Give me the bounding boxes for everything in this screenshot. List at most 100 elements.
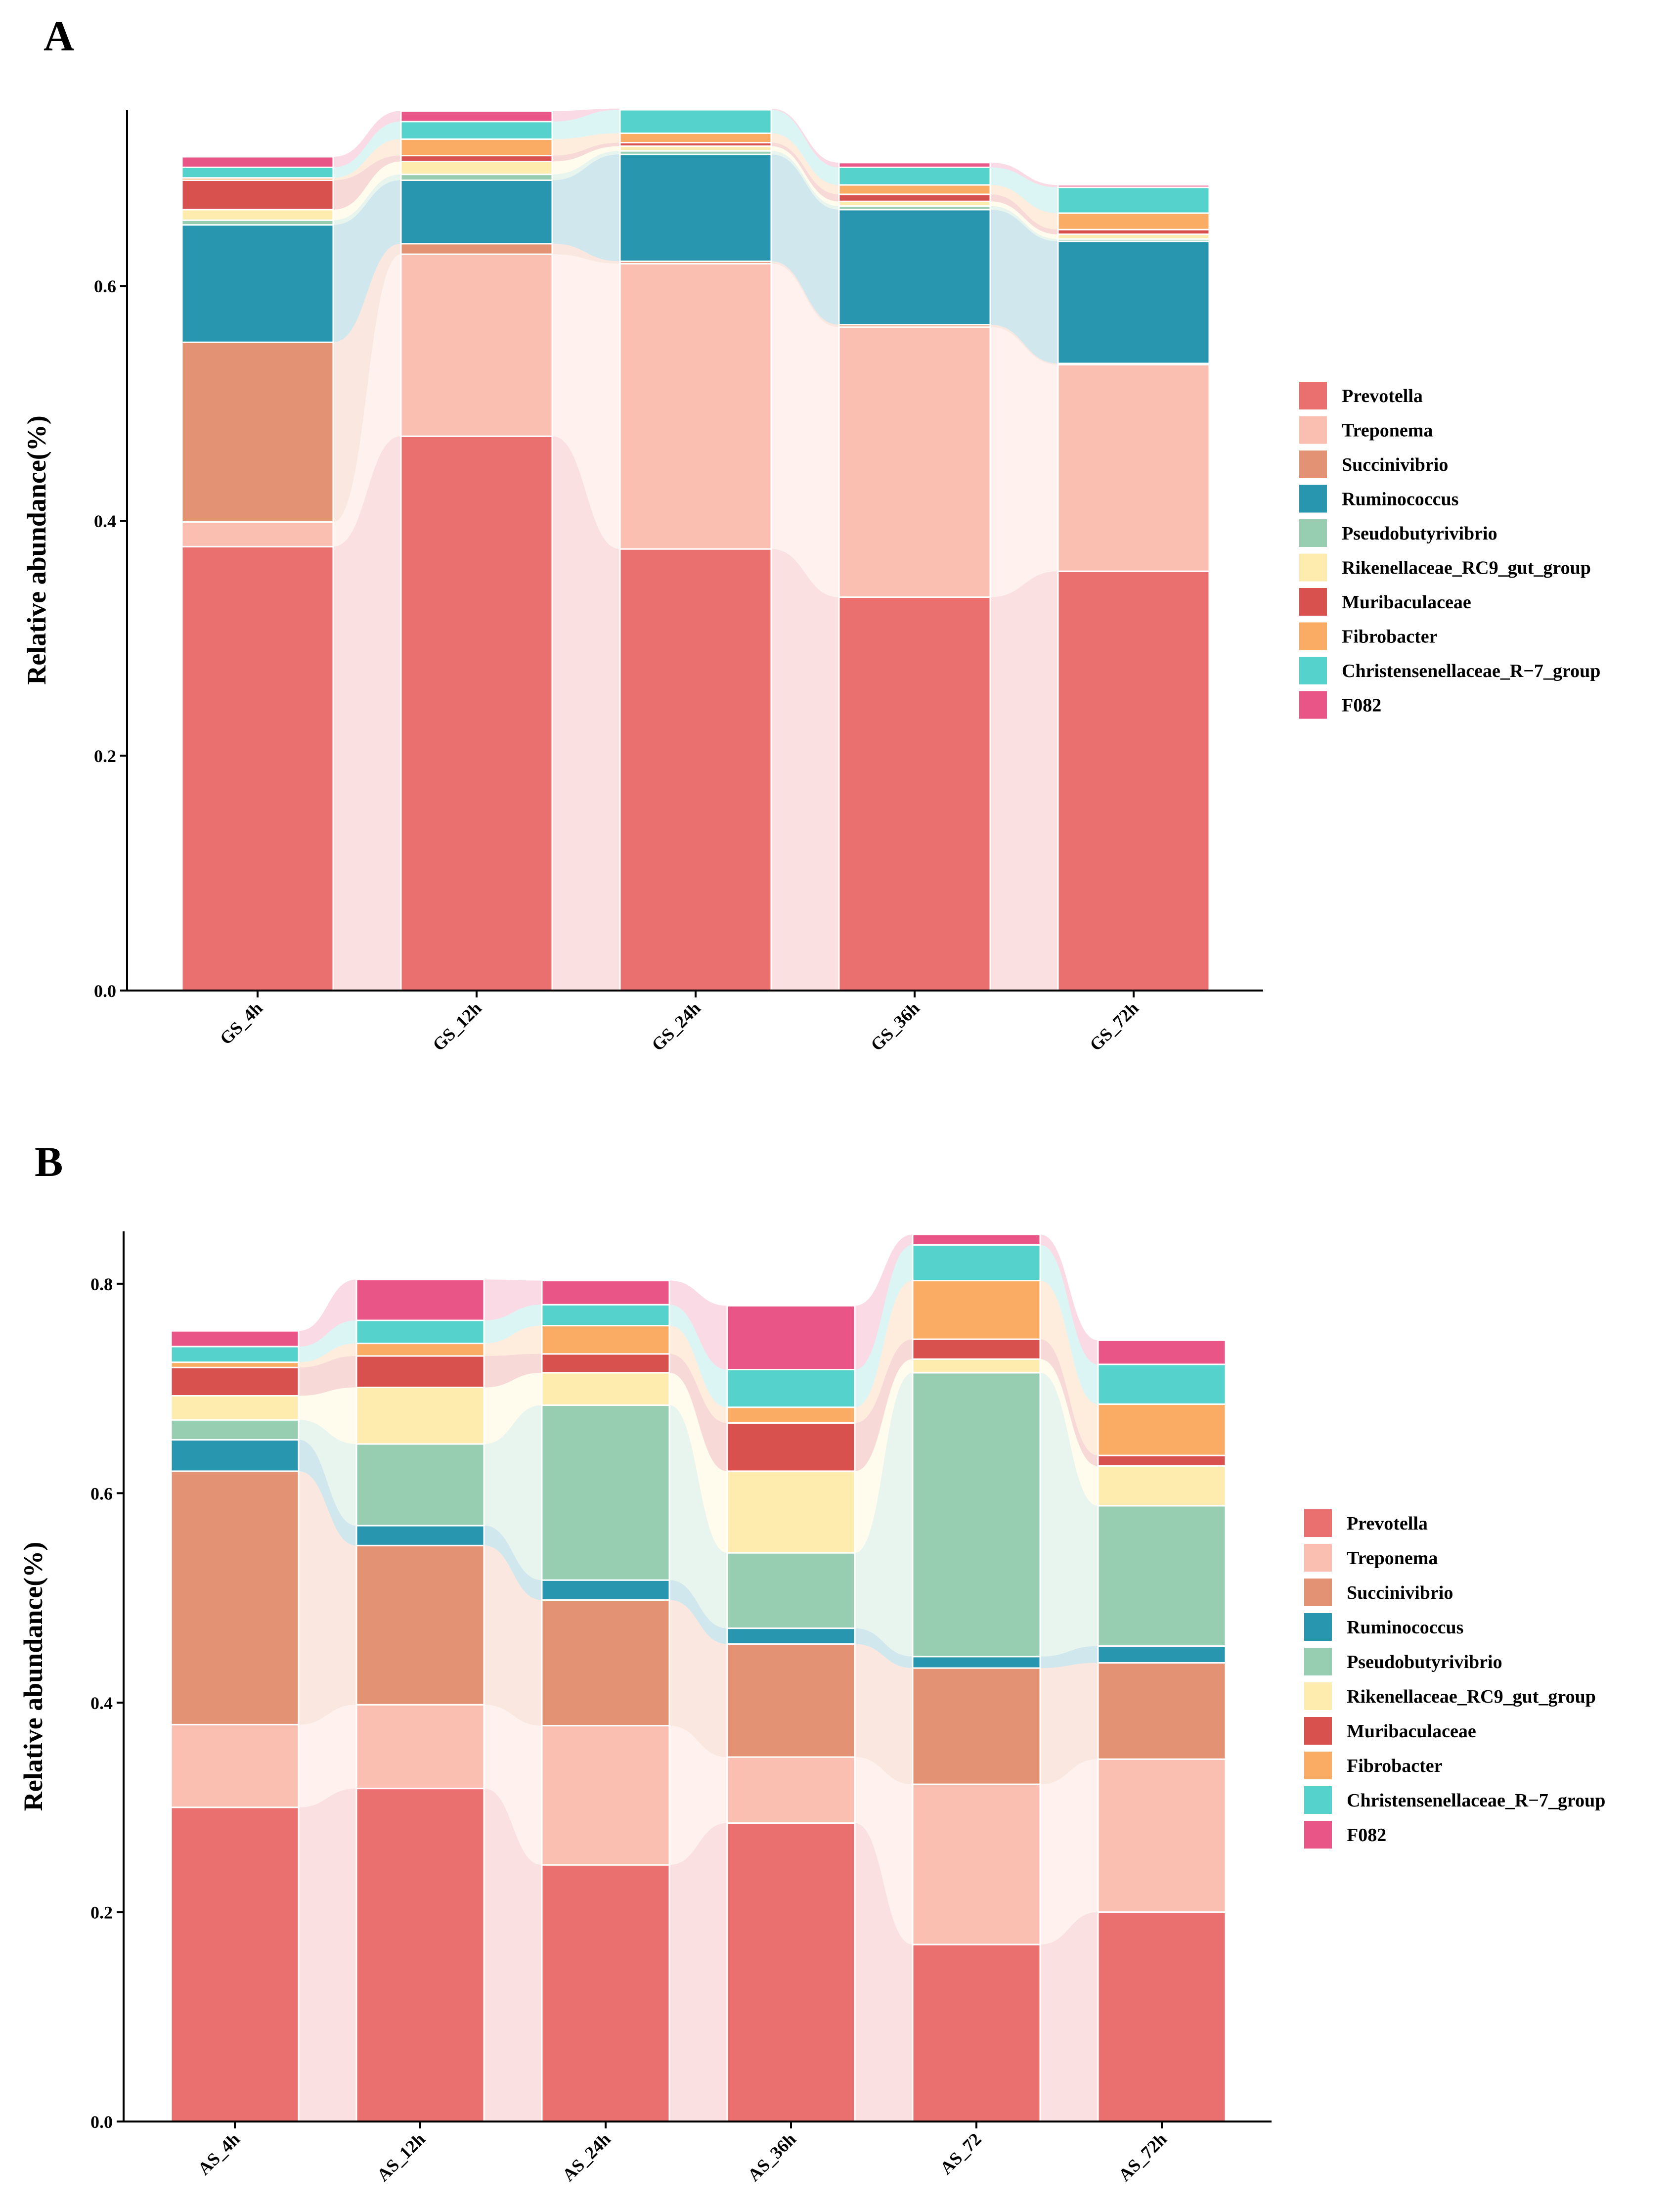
panel-b-flow-treponema-4 (1040, 1759, 1098, 1945)
panel-b-flow-christensenellaceae-r-7-group-4 (1040, 1245, 1098, 1404)
panel-a-bar-gs-4h-rikenellaceae-rc9-gut-group (181, 209, 334, 221)
panel-b-flow-muribaculaceae-4 (1040, 1339, 1098, 1466)
panel-b-x-tick-label-as-36h: AS_36h (744, 2129, 799, 2185)
panel-b-bar-as-72h-pseudobutyrivibrio (1097, 1505, 1227, 1647)
panel-b-legend-label-prevotella: Prevotella (1347, 1513, 1428, 1534)
panel-b-flow-fibrobacter-1 (484, 1325, 542, 1356)
panel-a-x-tick-label-gs-4h: GS_4h (216, 998, 266, 1048)
panel-b-legend-label-f082: F082 (1347, 1825, 1386, 1846)
panel-b-y-axis-title: Relative abundance(%) (18, 1542, 48, 1811)
panel-b-bar-as-36h-muribaculaceae (726, 1422, 856, 1472)
panel-b-bar-as-12h-treponema (355, 1704, 485, 1790)
panel-a-legend-label-muribaculaceae: Muribaculaceae (1342, 592, 1471, 613)
panel-a-bar-gs-24h-fibrobacter (619, 132, 772, 143)
panel-a-bar-gs-24h-treponema (619, 263, 772, 550)
panel-b-bar-as-36h-fibrobacter (726, 1406, 856, 1424)
panel-b-bar-as-4h-succinivibrio (170, 1470, 300, 1725)
panel-b-bar-as-72h-ruminococcus (1097, 1645, 1227, 1664)
panel-a-bar-gs-36h-ruminococcus (838, 209, 991, 326)
panel-b-bar-as-24h-succinivibrio (541, 1599, 670, 1727)
panel-b-bar-as-72-rikenellaceae-rc9-gut-group (912, 1358, 1041, 1374)
panel-b-y-tick-label: 0.8 (90, 1274, 113, 1294)
panel-b-bar-as-4h-christensenellaceae-r-7-group (170, 1346, 300, 1363)
panel-b-bar-as-36h-ruminococcus (726, 1627, 856, 1645)
panel-a-flow-pseudobutyrivibrio-3 (990, 206, 1058, 241)
panel-a-flow-pseudobutyrivibrio-1 (552, 151, 620, 181)
panel-a-bar-gs-4h-muribaculaceae (181, 179, 334, 211)
panel-b-flow-treponema-0 (299, 1705, 356, 1807)
panel-b-bar-as-72-succinivibrio (912, 1667, 1041, 1785)
panel-b-bar-as-36h-rikenellaceae-rc9-gut-group (726, 1470, 856, 1554)
panel-a-legend-swatch-rikenellaceae-rc9-gut-group (1299, 553, 1327, 582)
panel-a-bar-gs-4h-treponema (181, 521, 334, 547)
panel-b-bar-as-24h-treponema (541, 1725, 670, 1866)
panel-a-y-tick-label: 0.6 (94, 276, 116, 296)
panel-b-flow-succinivibrio-3 (855, 1644, 913, 1785)
panel-a-flow-ruminococcus-3 (990, 209, 1058, 363)
panel-b-flow-christensenellaceae-r-7-group-3 (855, 1245, 913, 1407)
panel-a-flow-ruminococcus-1 (552, 154, 620, 262)
panel-a: A 0.0 0.2 0.4 0.6 GS_4h GS_12h GS_24h GS_36h GS_… (22, 12, 1600, 1055)
panel-b-flow-pseudobutyrivibrio-2 (669, 1405, 727, 1628)
panel-b-flow-rikenellaceae-rc9-gut-group-0 (299, 1387, 356, 1444)
panel-a-x-tick-label-gs-12h: GS_12h (429, 998, 485, 1055)
panel-b-bars (170, 1233, 1227, 2122)
panel-b-legend-swatch-prevotella (1304, 1509, 1332, 1537)
panel-b-legend-swatch-fibrobacter (1304, 1752, 1332, 1779)
panel-a-flow-fibrobacter-3 (990, 184, 1058, 230)
panel-a-flow-ruminococcus-2 (771, 154, 839, 325)
panel-b-bar-as-72h-treponema (1097, 1758, 1227, 1913)
panel-a-flow-pseudobutyrivibrio-0 (333, 174, 401, 225)
panel-a-legend-swatch-treponema (1299, 416, 1327, 444)
panel-b-flow-succinivibrio-1 (484, 1545, 542, 1726)
panel-a-bar-gs-72h-fibrobacter (1057, 212, 1210, 230)
panel-a-bar-gs-72h-f082 (1057, 184, 1210, 188)
panel-b-bar-as-4h-ruminococcus (170, 1439, 300, 1472)
panel-b-flow-muribaculaceae-0 (299, 1356, 356, 1396)
panel-b-y-tick-label: 0.6 (90, 1484, 113, 1503)
panel-a-flow-pseudobutyrivibrio-2 (771, 151, 839, 210)
panel-a-legend-label-fibrobacter: Fibrobacter (1342, 627, 1438, 647)
panel-a-bar-gs-36h-fibrobacter (838, 184, 991, 195)
panel-b-flow-succinivibrio-4 (1040, 1663, 1098, 1785)
panel-b-bar-as-72-fibrobacter (912, 1280, 1041, 1340)
panel-a-flow-prevotella-1 (552, 436, 620, 991)
panel-a-flow-christensenellaceae-r-7-group-2 (771, 110, 839, 185)
panel-a-legend-label-christensenellaceae-r-7-group: Christensenellaceae_R−7_group (1342, 661, 1600, 681)
panel-b-bar-as-72-f082 (912, 1233, 1041, 1246)
panel-b-bar-as-12h-rikenellaceae-rc9-gut-group (355, 1387, 485, 1445)
panel-a-flow-f082-2 (771, 108, 839, 168)
panel-a-bar-gs-12h-rikenellaceae-rc9-gut-group (400, 160, 553, 176)
panel-b-bar-as-72h-muribaculaceae (1097, 1454, 1227, 1467)
panel-b-flow-rikenellaceae-rc9-gut-group-4 (1040, 1359, 1098, 1506)
panel-a-bar-gs-36h-treponema (838, 326, 991, 598)
panel-b-bar-as-36h-prevotella (726, 1822, 856, 2122)
panel-b-y-tick-label: 0.4 (90, 1693, 113, 1713)
panel-a-legend-swatch-pseudobutyrivibrio (1299, 519, 1327, 547)
panel-b-bar-as-24h-f082 (541, 1280, 670, 1306)
panel-b-flow-christensenellaceae-r-7-group-1 (484, 1305, 542, 1344)
panel-b-flow-rikenellaceae-rc9-gut-group-3 (855, 1359, 913, 1553)
panel-a-flow-muribaculaceae-0 (333, 155, 401, 210)
panel-a-flow-muribaculaceae-1 (552, 142, 620, 162)
panel-a-flow-rikenellaceae-rc9-gut-group-3 (990, 201, 1058, 239)
panel-b-flow-f082-1 (484, 1279, 542, 1320)
panel-b-flow-pseudobutyrivibrio-0 (299, 1420, 356, 1526)
panel-a-bar-gs-36h-muribaculaceae (838, 193, 991, 202)
panel-b-bar-as-72h-fibrobacter (1097, 1403, 1227, 1456)
panel-a-flow-succinivibrio-0 (333, 243, 401, 522)
panel-b-bar-as-36h-pseudobutyrivibrio (726, 1552, 856, 1629)
panel-b-bar-as-72h-prevotella (1097, 1911, 1227, 2122)
panel-a-bar-gs-24h-christensenellaceae-r-7-group (619, 109, 772, 134)
panel-b-flow-prevotella-4 (1040, 1912, 1098, 2122)
panel-b-bar-as-72-muribaculaceae (912, 1338, 1041, 1360)
panel-b-flow-succinivibrio-0 (299, 1471, 356, 1725)
panel-b-legend-swatch-rikenellaceae-rc9-gut-group (1304, 1682, 1332, 1710)
panel-b-legend: Prevotella Treponema Succinivibrio Ruminoco… (1304, 1509, 1605, 1849)
panel-a-bars (181, 108, 1210, 992)
panel-a-legend-label-treponema: Treponema (1342, 420, 1433, 441)
panel-b-flow-treponema-1 (484, 1705, 542, 1865)
panel-b-legend-label-succinivibrio: Succinivibrio (1347, 1582, 1453, 1603)
panel-a-legend-swatch-ruminococcus (1299, 485, 1327, 513)
